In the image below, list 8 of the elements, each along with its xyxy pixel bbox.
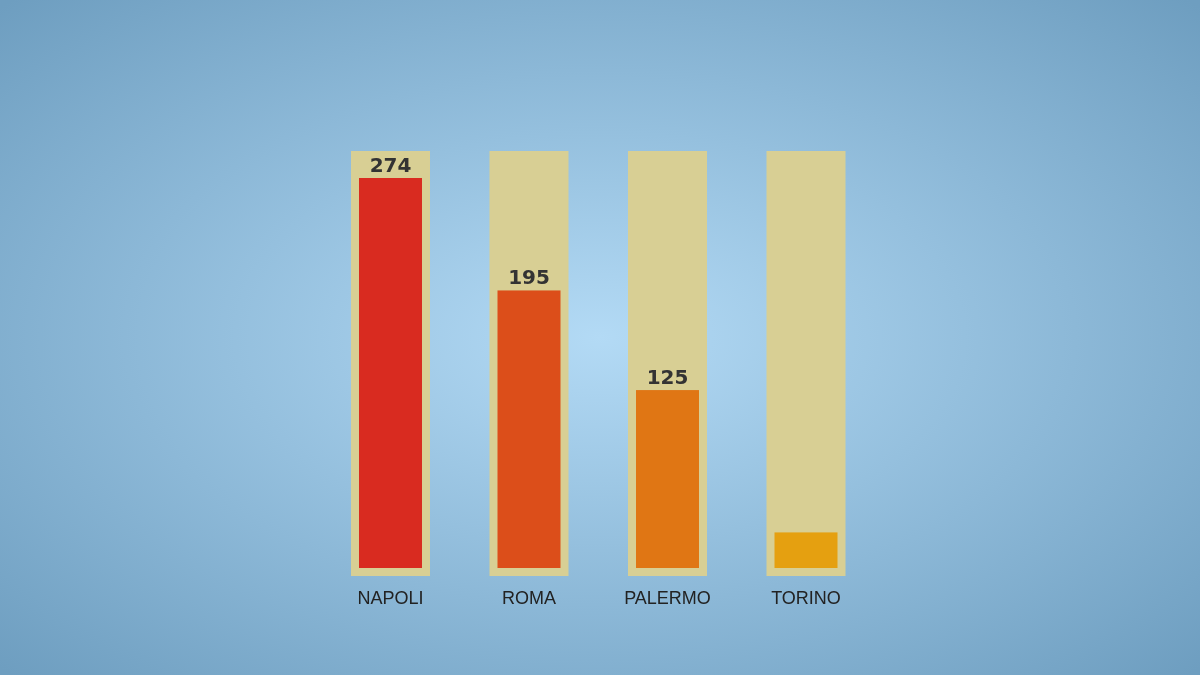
data-label: 195 <box>508 265 550 290</box>
x-tick-label: TORINO <box>771 588 841 608</box>
data-label: 274 <box>369 153 412 177</box>
x-tick-label: NAPOLI <box>357 588 424 608</box>
x-tick-label: ROMA <box>502 588 556 608</box>
bar <box>774 532 838 568</box>
data-label: 125 <box>646 365 689 390</box>
x-tick-label: PALERMO <box>624 588 711 608</box>
